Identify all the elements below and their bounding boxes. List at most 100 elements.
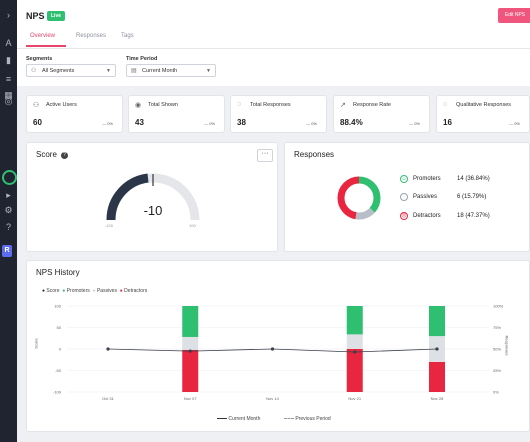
bar-detractors	[346, 349, 363, 392]
responses-card: Responses ☺ Promoters 14 (36.84%) · Pass…	[284, 142, 530, 252]
settings-icon[interactable]: ⚙	[4, 205, 13, 215]
metric-label: Active Users	[46, 102, 77, 108]
right-axis-label: Responses	[504, 335, 510, 356]
segments-label: Segments	[26, 56, 53, 62]
gauge-fill	[106, 173, 149, 221]
user-avatar[interactable]: R	[2, 245, 12, 257]
bar-promoters	[346, 306, 363, 335]
right-tick-label: 50%	[493, 347, 501, 352]
right-tick-label: 75%	[493, 325, 501, 330]
trend-icon: ↗	[340, 102, 346, 109]
metric-value: 16	[443, 118, 452, 127]
segments-select[interactable]: ⚇ All Segments ▼	[26, 64, 116, 77]
target-icon[interactable]: ◎	[4, 96, 13, 106]
bar-detractors	[182, 349, 199, 392]
comment-icon: ◌	[443, 101, 448, 108]
footer-current: Current Month	[217, 416, 260, 422]
score-menu-button[interactable]: ···	[257, 149, 273, 162]
current-line-icon	[217, 418, 227, 420]
smile-icon: ☺	[400, 175, 408, 183]
edit-nps-button[interactable]: Edit NPS	[498, 8, 530, 23]
x-tick-label: Oct 31	[102, 396, 115, 401]
footer-previous: Previous Period	[284, 416, 331, 422]
active-tab-indicator	[26, 45, 66, 47]
help-icon[interactable]: ?	[61, 152, 68, 159]
nps-history-chart: 100 50 0 -50 -100 100% 75% 50% 25% 0% Oct 31 Nov 07…	[53, 304, 504, 402]
legend-passives: Passives	[96, 288, 117, 294]
page-title: NPS	[26, 11, 45, 21]
bar-promoters	[429, 306, 445, 337]
bar-detractors	[429, 361, 445, 392]
right-tick-label: 100%	[493, 304, 504, 309]
chart-icon[interactable]: ▮	[6, 55, 11, 65]
help-icon[interactable]: ?	[5, 222, 11, 232]
metric-label: Total Responses	[250, 102, 291, 108]
tab-overview[interactable]: Overview	[30, 33, 56, 39]
sidebar: › A ▮ ≡ ▦ ◎ ▸ ⚙ ? R	[0, 0, 17, 442]
responses-donut	[337, 176, 381, 220]
legend-label: Passives	[413, 194, 438, 200]
score-point	[353, 350, 357, 354]
metric-card-active-users: ⚇ Active Users 60 — 0%	[26, 95, 123, 133]
users-icon: ⚇	[33, 102, 40, 109]
left-tick-label: 0	[59, 347, 62, 352]
nps-history-card: NPS History ● Score ● Promoters ● Passiv…	[26, 260, 530, 432]
metric-card-total-responses: ◌ Total Responses 38 — 0%	[230, 95, 327, 133]
legend-detractors: Detractors	[124, 288, 148, 294]
legend-promoters: Promoters	[66, 288, 90, 294]
legend-value: 14 (36.84%)	[457, 176, 490, 182]
eye-icon: ◉	[135, 102, 142, 109]
history-legend: ● Score ● Promoters ● Passives ● Detract…	[42, 288, 148, 294]
x-tick-label: Nov 28	[431, 396, 444, 401]
list-icon[interactable]: ≡	[5, 74, 12, 84]
score-gauge	[106, 173, 200, 221]
chat-icon: ◌	[237, 101, 242, 108]
chevron-down-icon: ▼	[206, 68, 211, 74]
score-card: Score ? ··· -10 -100 100	[26, 142, 278, 252]
metric-delta: — 0%	[306, 121, 317, 126]
bar-promoters	[182, 306, 199, 337]
calendar-icon: ▤	[131, 68, 137, 74]
flag-icon[interactable]: ▸	[6, 190, 11, 200]
donut-slice-passives	[337, 176, 381, 220]
x-tick-label: Nov 21	[348, 396, 361, 401]
metric-delta: — 0%	[409, 121, 420, 126]
page-header: NPS Live Edit NPS Overview Responses Tag…	[17, 0, 530, 49]
legend-value: 18 (47.37%)	[457, 213, 490, 219]
text-icon[interactable]: A	[5, 38, 12, 48]
x-tick-label: Nov 14	[266, 396, 279, 401]
score-point	[106, 347, 110, 351]
metric-label: Response Rate	[353, 102, 391, 108]
chevron-right-icon[interactable]: ›	[7, 10, 10, 20]
tab-responses[interactable]: Responses	[76, 33, 107, 39]
legend-label: Promoters	[413, 176, 441, 182]
gauge-max-label: 100	[189, 223, 196, 228]
score-point	[270, 347, 275, 351]
nps-icon[interactable]	[2, 170, 17, 185]
history-title: NPS History	[36, 268, 80, 277]
score-title: Score	[36, 150, 57, 159]
footer-current-label: Current Month	[228, 416, 261, 422]
segments-icon: ⚇	[31, 68, 37, 74]
legend-value: 6 (15.79%)	[457, 194, 487, 200]
score-value: -10	[143, 203, 163, 218]
tab-tags[interactable]: Tags	[121, 33, 134, 39]
x-tick-label: Nov 07	[184, 396, 197, 401]
chevron-down-icon: ▼	[106, 68, 111, 74]
donut-slice-detractors	[337, 176, 381, 220]
left-tick-label: 50	[57, 325, 62, 330]
metric-value: 60	[33, 118, 42, 127]
legend-score: Score	[46, 288, 60, 294]
period-select[interactable]: ▤ Current Month ▼	[126, 64, 216, 77]
footer-previous-label: Previous Period	[295, 416, 331, 422]
grid-icon[interactable]: ▦	[4, 90, 13, 100]
segments-value: All Segments	[42, 68, 75, 74]
metric-value: 38	[237, 118, 246, 127]
metric-card-total-shown: ◉ Total Shown 43 — 0%	[128, 95, 225, 133]
score-point	[435, 347, 439, 351]
live-badge: Live	[47, 11, 66, 21]
metric-value: 43	[135, 118, 144, 127]
metric-card-response-rate: ↗ Response Rate 88.4% — 0%	[333, 95, 430, 133]
metric-card-qualitative-responses: ◌ Qualitative Responses 16 — 0%	[436, 95, 530, 133]
period-label: Time Period	[126, 56, 158, 62]
